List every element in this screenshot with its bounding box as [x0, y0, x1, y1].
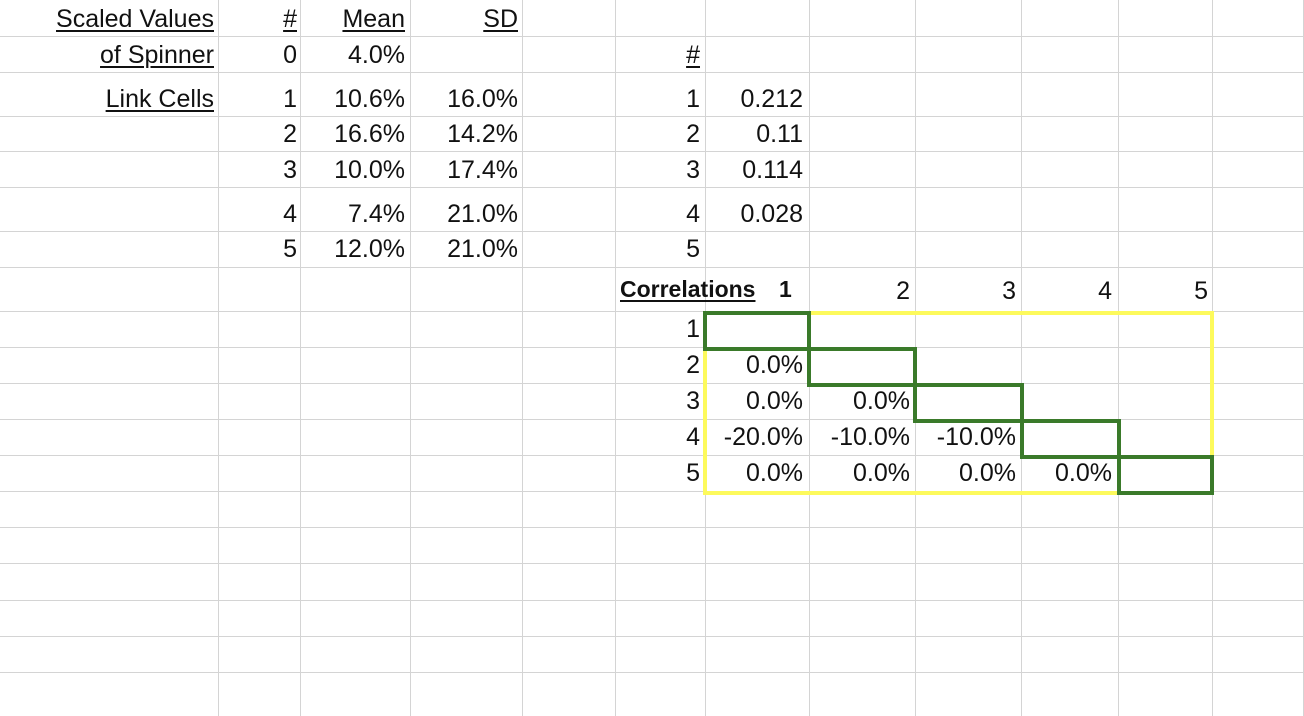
header-sd[interactable]: SD — [483, 5, 518, 33]
diagonal-cell-1 — [703, 311, 811, 351]
weight-row2-num[interactable]: 2 — [686, 120, 700, 148]
grid-row-line — [0, 311, 1304, 312]
row5-mean[interactable]: 12.0% — [334, 235, 405, 263]
grid-column-line — [1118, 0, 1119, 716]
corr-row-header-3[interactable]: 3 — [686, 387, 700, 415]
diagonal-cell-3 — [913, 383, 1024, 423]
grid-row-line — [0, 455, 1304, 456]
weight-row3-value[interactable]: 0.114 — [742, 156, 803, 184]
corr-row-header-1[interactable]: 1 — [686, 315, 700, 343]
row0-num[interactable]: 0 — [283, 41, 297, 69]
grid-row-line — [0, 231, 1304, 232]
row4-mean[interactable]: 7.4% — [348, 200, 405, 228]
grid-row-line — [0, 600, 1304, 601]
row3-sd[interactable]: 17.4% — [447, 156, 518, 184]
corr-cell-5-4[interactable]: 0.0% — [1055, 459, 1112, 487]
grid-column-line — [1021, 0, 1022, 716]
row5-num[interactable]: 5 — [283, 235, 297, 263]
row3-num[interactable]: 3 — [283, 156, 297, 184]
weight-row4-num[interactable]: 4 — [686, 200, 700, 228]
grid-row-line — [0, 491, 1304, 492]
header-num[interactable]: # — [283, 5, 297, 33]
grid-row-line — [0, 527, 1304, 528]
weights-header[interactable]: # — [686, 41, 700, 69]
row2-num[interactable]: 2 — [283, 120, 297, 148]
grid-column-line — [218, 0, 219, 716]
corr-row-header-2[interactable]: 2 — [686, 351, 700, 379]
grid-row-line — [0, 563, 1304, 564]
corr-col-header-3[interactable]: 3 — [1002, 277, 1016, 305]
corr-col-header-4[interactable]: 4 — [1098, 277, 1112, 305]
corr-cell-3-2[interactable]: 0.0% — [853, 387, 910, 415]
corr-row-header-5[interactable]: 5 — [686, 459, 700, 487]
corr-cell-4-1[interactable]: -20.0% — [723, 423, 803, 451]
correlation-matrix-outline — [703, 311, 1214, 495]
weight-row2-value[interactable]: 0.11 — [756, 120, 803, 148]
corr-cell-2-1[interactable]: 0.0% — [746, 351, 803, 379]
corr-cell-4-3[interactable]: -10.0% — [936, 423, 1016, 451]
grid-column-line — [522, 0, 523, 716]
grid-row-line — [0, 347, 1304, 348]
title-scaled-values[interactable]: Scaled Values — [56, 5, 214, 33]
corr-col-header-5[interactable]: 5 — [1194, 277, 1208, 305]
row4-sd[interactable]: 21.0% — [447, 200, 518, 228]
corr-cell-3-1[interactable]: 0.0% — [746, 387, 803, 415]
header-mean[interactable]: Mean — [342, 5, 405, 33]
row1-num[interactable]: 1 — [283, 85, 297, 113]
weight-row3-num[interactable]: 3 — [686, 156, 700, 184]
grid-row-line — [0, 187, 1304, 188]
grid-column-line — [300, 0, 301, 716]
row1-sd[interactable]: 16.0% — [447, 85, 518, 113]
corr-row-header-4[interactable]: 4 — [686, 423, 700, 451]
row4-num[interactable]: 4 — [283, 200, 297, 228]
diagonal-cell-2 — [807, 347, 917, 387]
row2-sd[interactable]: 14.2% — [447, 120, 518, 148]
weight-row1-value[interactable]: 0.212 — [740, 85, 803, 113]
weight-row5-num[interactable]: 5 — [686, 235, 700, 263]
corr-col-header-1[interactable]: 1 — [779, 276, 792, 302]
grid-column-line — [615, 0, 616, 716]
row2-mean[interactable]: 16.6% — [334, 120, 405, 148]
correlations-label[interactable]: Correlations — [620, 276, 756, 302]
row1-mean[interactable]: 10.6% — [334, 85, 405, 113]
grid-row-line — [0, 267, 1304, 268]
corr-cell-4-2[interactable]: -10.0% — [830, 423, 910, 451]
diagonal-cell-5 — [1117, 455, 1214, 495]
grid-row-line — [0, 116, 1304, 117]
diagonal-cell-4 — [1020, 419, 1121, 459]
corr-cell-5-3[interactable]: 0.0% — [959, 459, 1016, 487]
weight-row4-value[interactable]: 0.028 — [740, 200, 803, 228]
corr-cell-5-2[interactable]: 0.0% — [853, 459, 910, 487]
corr-col-header-2[interactable]: 2 — [896, 277, 910, 305]
title-of-spinner[interactable]: of Spinner — [100, 41, 214, 69]
grid-row-line — [0, 419, 1304, 420]
grid-row-line — [0, 151, 1304, 152]
grid-row-line — [0, 36, 1304, 37]
corr-cell-5-1[interactable]: 0.0% — [746, 459, 803, 487]
grid-row-line — [0, 672, 1304, 673]
grid-row-line — [0, 636, 1304, 637]
row3-mean[interactable]: 10.0% — [334, 156, 405, 184]
grid-row-line — [0, 383, 1304, 384]
row5-sd[interactable]: 21.0% — [447, 235, 518, 263]
grid-column-line — [410, 0, 411, 716]
weight-row1-num[interactable]: 1 — [686, 85, 700, 113]
grid-row-line — [0, 72, 1304, 73]
link-cells-label[interactable]: Link Cells — [105, 85, 214, 113]
row0-mean[interactable]: 4.0% — [348, 41, 405, 69]
